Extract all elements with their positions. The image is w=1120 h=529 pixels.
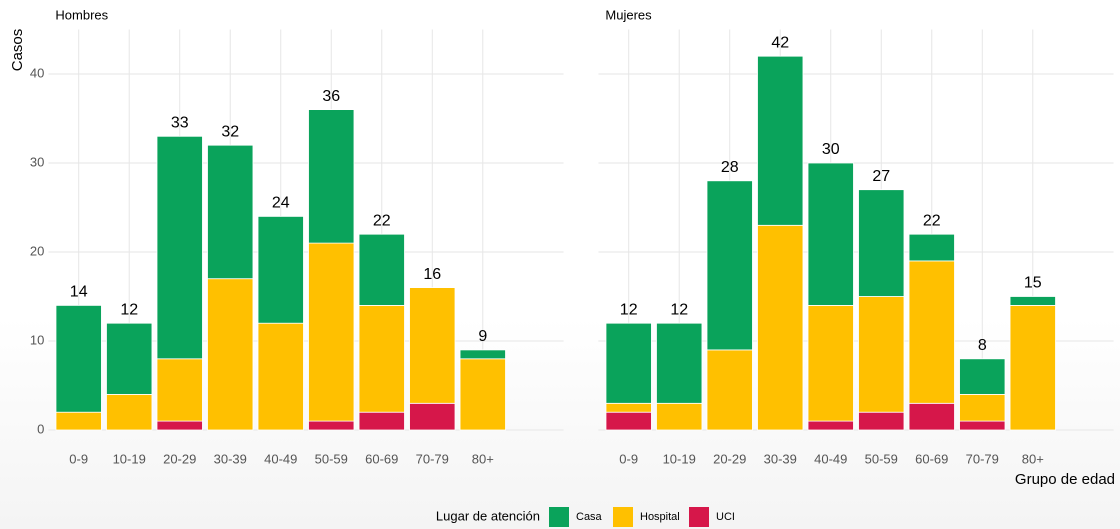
total-label: 32 bbox=[221, 123, 239, 140]
x-tick-label: 70-79 bbox=[966, 451, 999, 466]
x-tick-label: 40-49 bbox=[814, 451, 847, 466]
bar-segment bbox=[358, 411, 405, 431]
bar-segment bbox=[908, 233, 955, 262]
bar-segment bbox=[757, 224, 804, 431]
bar-segment bbox=[358, 233, 405, 306]
bar-segment bbox=[409, 287, 456, 404]
total-label: 22 bbox=[923, 212, 941, 229]
x-tick-label: 30-39 bbox=[214, 451, 247, 466]
y-axis-label: Casos bbox=[9, 29, 26, 72]
legend-label: Hospital bbox=[640, 511, 680, 523]
x-tick-label: 20-29 bbox=[713, 451, 746, 466]
bar-segment bbox=[106, 393, 153, 431]
total-label: 15 bbox=[1024, 275, 1042, 292]
bar-segment bbox=[959, 393, 1006, 422]
x-tick-label: 40-49 bbox=[264, 451, 297, 466]
x-tick-label: 80+ bbox=[472, 451, 494, 466]
total-label: 42 bbox=[771, 34, 789, 51]
x-tick-label: 30-39 bbox=[764, 451, 797, 466]
x-tick-label: 10-19 bbox=[113, 451, 146, 466]
bar-segment bbox=[959, 420, 1006, 431]
bar-segment bbox=[807, 162, 854, 306]
bar-segment bbox=[1009, 296, 1056, 306]
total-label: 12 bbox=[620, 301, 638, 318]
x-axis-label: Grupo de edad bbox=[1015, 471, 1115, 488]
bar-segment bbox=[605, 322, 652, 404]
bar-segment bbox=[959, 358, 1006, 395]
total-label: 9 bbox=[478, 328, 487, 345]
x-tick-label: 50-59 bbox=[315, 451, 348, 466]
bar-segment bbox=[858, 296, 905, 413]
bar-segment bbox=[807, 420, 854, 431]
bar-segment bbox=[409, 402, 456, 431]
total-label: 22 bbox=[373, 212, 391, 229]
bar-segment bbox=[908, 260, 955, 404]
bar-segment bbox=[605, 411, 652, 431]
bar-segment bbox=[257, 215, 304, 324]
x-tick-label: 80+ bbox=[1022, 451, 1044, 466]
bar-segment bbox=[656, 322, 703, 404]
bar-segment bbox=[807, 304, 854, 422]
bar-segment bbox=[706, 180, 753, 351]
x-tick-label: 20-29 bbox=[163, 451, 196, 466]
bar-segment bbox=[656, 402, 703, 431]
bar-segment bbox=[207, 278, 254, 431]
bar-segment bbox=[706, 349, 753, 431]
x-tick-label: 70-79 bbox=[416, 451, 449, 466]
legend-key bbox=[549, 507, 569, 527]
bar-segment bbox=[55, 304, 102, 413]
bar-segment bbox=[308, 109, 355, 244]
x-tick-label: 10-19 bbox=[663, 451, 696, 466]
legend-key bbox=[689, 507, 709, 527]
bar-segment bbox=[156, 135, 203, 360]
bar-segment bbox=[858, 189, 905, 297]
bar-segment bbox=[257, 322, 304, 431]
bar-segment bbox=[156, 358, 203, 422]
total-label: 12 bbox=[670, 301, 688, 318]
x-tick-label: 50-59 bbox=[865, 451, 898, 466]
bar-segment bbox=[308, 420, 355, 431]
facet-title: Hombres bbox=[55, 7, 108, 22]
legend-label: Casa bbox=[576, 511, 603, 523]
legend-label: UCI bbox=[716, 511, 735, 523]
bar-segment bbox=[908, 402, 955, 431]
total-label: 8 bbox=[978, 337, 987, 354]
y-tick-label: 10 bbox=[30, 332, 44, 347]
bar-segment bbox=[358, 304, 405, 413]
total-label: 14 bbox=[70, 284, 88, 301]
bar-segment bbox=[757, 55, 804, 226]
bar-segment bbox=[459, 358, 506, 431]
total-label: 27 bbox=[872, 168, 890, 185]
bar-segment bbox=[106, 322, 153, 395]
y-tick-label: 30 bbox=[30, 154, 44, 169]
bar-segment bbox=[858, 411, 905, 431]
bar-segment bbox=[207, 144, 254, 280]
x-tick-label: 60-69 bbox=[915, 451, 948, 466]
total-label: 16 bbox=[423, 266, 441, 283]
y-tick-label: 40 bbox=[30, 65, 44, 80]
legend-key bbox=[613, 507, 633, 527]
total-label: 30 bbox=[822, 141, 840, 158]
x-tick-label: 0-9 bbox=[619, 451, 638, 466]
x-tick-label: 60-69 bbox=[365, 451, 398, 466]
bar-segment bbox=[55, 411, 102, 431]
x-tick-label: 0-9 bbox=[69, 451, 88, 466]
total-label: 24 bbox=[272, 195, 290, 212]
total-label: 36 bbox=[322, 88, 340, 105]
bar-segment bbox=[605, 402, 652, 413]
y-tick-label: 20 bbox=[30, 243, 44, 258]
total-label: 12 bbox=[120, 301, 138, 318]
total-label: 33 bbox=[171, 115, 189, 132]
bar-segment bbox=[156, 420, 203, 431]
y-tick-label: 0 bbox=[37, 421, 44, 436]
total-label: 28 bbox=[721, 159, 739, 176]
legend-title: Lugar de atención bbox=[436, 508, 540, 523]
bar-segment bbox=[308, 242, 355, 422]
bar-segment bbox=[459, 349, 506, 360]
bar-segment bbox=[1009, 304, 1056, 431]
facet-title: Mujeres bbox=[605, 7, 652, 22]
